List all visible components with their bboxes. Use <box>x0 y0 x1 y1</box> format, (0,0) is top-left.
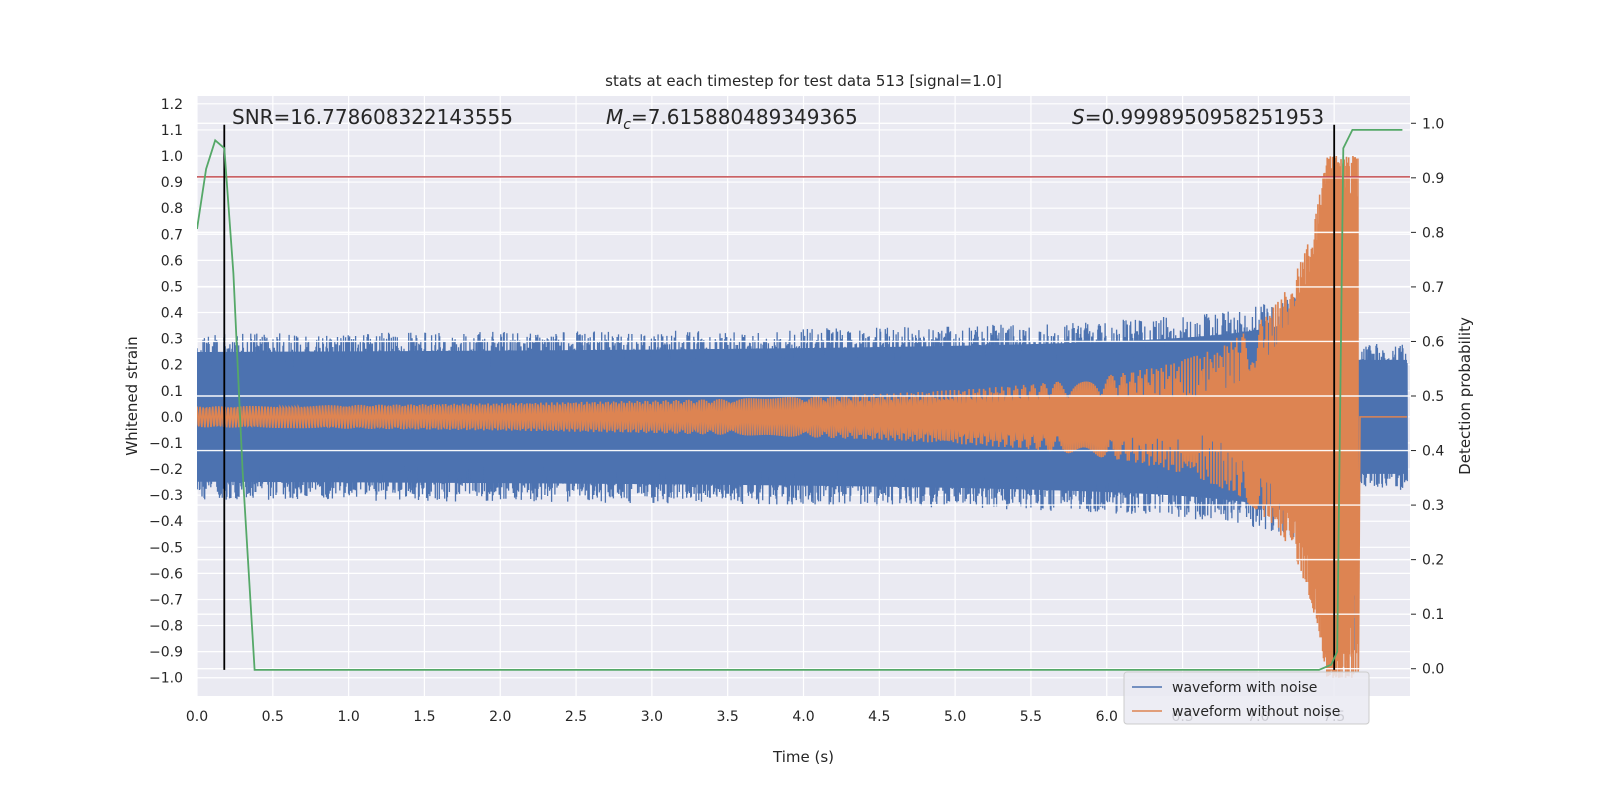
y-tick-label: 0.2 <box>161 358 183 374</box>
annotation-chirp-mass: Mc=7.615880489349365 <box>606 105 858 133</box>
chirp-trace <box>197 156 1407 678</box>
axis-ticks: 0.00.51.01.52.02.53.03.54.04.55.05.56.06… <box>149 97 1444 725</box>
legend: waveform with noise waveform without noi… <box>1123 671 1370 725</box>
right-y-tick-label: 0.2 <box>1422 553 1444 569</box>
y-tick-label: −0.6 <box>149 566 183 582</box>
right-y-tick-label: 0.7 <box>1422 280 1444 296</box>
y-axis-label: Whitened strain <box>123 336 141 455</box>
right-y-tick-label: 0.8 <box>1422 225 1444 241</box>
y-tick-label: 0.6 <box>161 253 183 269</box>
right-y-tick-label: 0.6 <box>1422 334 1444 350</box>
y-tick-label: −0.5 <box>149 540 183 556</box>
right-y-tick-label: 0.1 <box>1422 607 1444 623</box>
annotation-snr: SNR=16.778608322143555 <box>232 105 513 129</box>
annotation-score: S=0.9998950958251953 <box>1072 105 1324 129</box>
annotation-chirp-mass-symbol: M <box>606 105 623 129</box>
y-tick-label: −0.4 <box>149 514 183 530</box>
annotation-chirp-mass-value: =7.615880489349365 <box>631 105 858 129</box>
x-tick-label: 2.5 <box>565 709 587 725</box>
y-tick-label: 0.9 <box>161 175 183 191</box>
y-tick-label: −0.2 <box>149 462 183 478</box>
y-axis-right-label: Detection probability <box>1456 317 1474 475</box>
y-tick-label: 1.0 <box>161 149 183 165</box>
x-axis-label: Time (s) <box>772 748 834 766</box>
y-tick-label: 0.5 <box>161 279 183 295</box>
legend-entry-waveform-without-noise: waveform without noise <box>1172 704 1340 720</box>
y-tick-label: 1.2 <box>161 97 183 113</box>
y-tick-label: 0.4 <box>161 306 183 322</box>
right-y-tick-label: 0.5 <box>1422 389 1444 405</box>
y-tick-label: 1.1 <box>161 123 183 139</box>
annotation-chirp-mass-subscript: c <box>623 117 631 133</box>
x-tick-label: 3.5 <box>717 709 739 725</box>
x-tick-label: 6.0 <box>1096 709 1118 725</box>
detection-probability-line <box>197 128 1403 671</box>
right-y-tick-label: 0.4 <box>1422 444 1444 460</box>
y-tick-label: 0.7 <box>161 227 183 243</box>
x-tick-label: 2.0 <box>489 709 511 725</box>
annotation-score-value: =0.9998950958251953 <box>1085 105 1324 129</box>
x-tick-label: 1.5 <box>413 709 435 725</box>
y-tick-label: 0.1 <box>161 384 183 400</box>
y-tick-label: 0.8 <box>161 201 183 217</box>
chart-title: stats at each timestep for test data 513… <box>605 72 1002 90</box>
y-tick-label: −0.1 <box>149 436 183 452</box>
x-tick-label: 5.5 <box>1020 709 1042 725</box>
series-waveform-without-noise <box>197 156 1407 678</box>
legend-entry-waveform-with-noise: waveform with noise <box>1172 680 1317 696</box>
x-tick-label: 1.0 <box>337 709 359 725</box>
y-tick-label: 0.0 <box>161 410 183 426</box>
y-tick-label: 0.3 <box>161 332 183 348</box>
y-tick-label: −0.3 <box>149 488 183 504</box>
legend-box <box>1123 671 1370 725</box>
x-tick-label: 0.0 <box>186 709 208 725</box>
x-tick-label: 0.5 <box>262 709 284 725</box>
x-tick-label: 3.0 <box>641 709 663 725</box>
x-tick-label: 5.0 <box>944 709 966 725</box>
right-y-tick-label: 0.9 <box>1422 171 1444 187</box>
right-y-tick-label: 1.0 <box>1422 116 1444 132</box>
right-y-tick-label: 0.3 <box>1422 498 1444 514</box>
y-tick-label: −0.9 <box>149 645 183 661</box>
right-y-tick-label: 0.0 <box>1422 662 1444 678</box>
y-tick-label: −1.0 <box>149 671 183 687</box>
overlay-lines <box>197 122 1416 671</box>
annotation-score-symbol: S <box>1072 105 1085 129</box>
y-tick-label: −0.7 <box>149 592 183 608</box>
y-tick-label: −0.8 <box>149 619 183 635</box>
x-tick-label: 4.0 <box>792 709 814 725</box>
x-tick-label: 4.5 <box>868 709 890 725</box>
